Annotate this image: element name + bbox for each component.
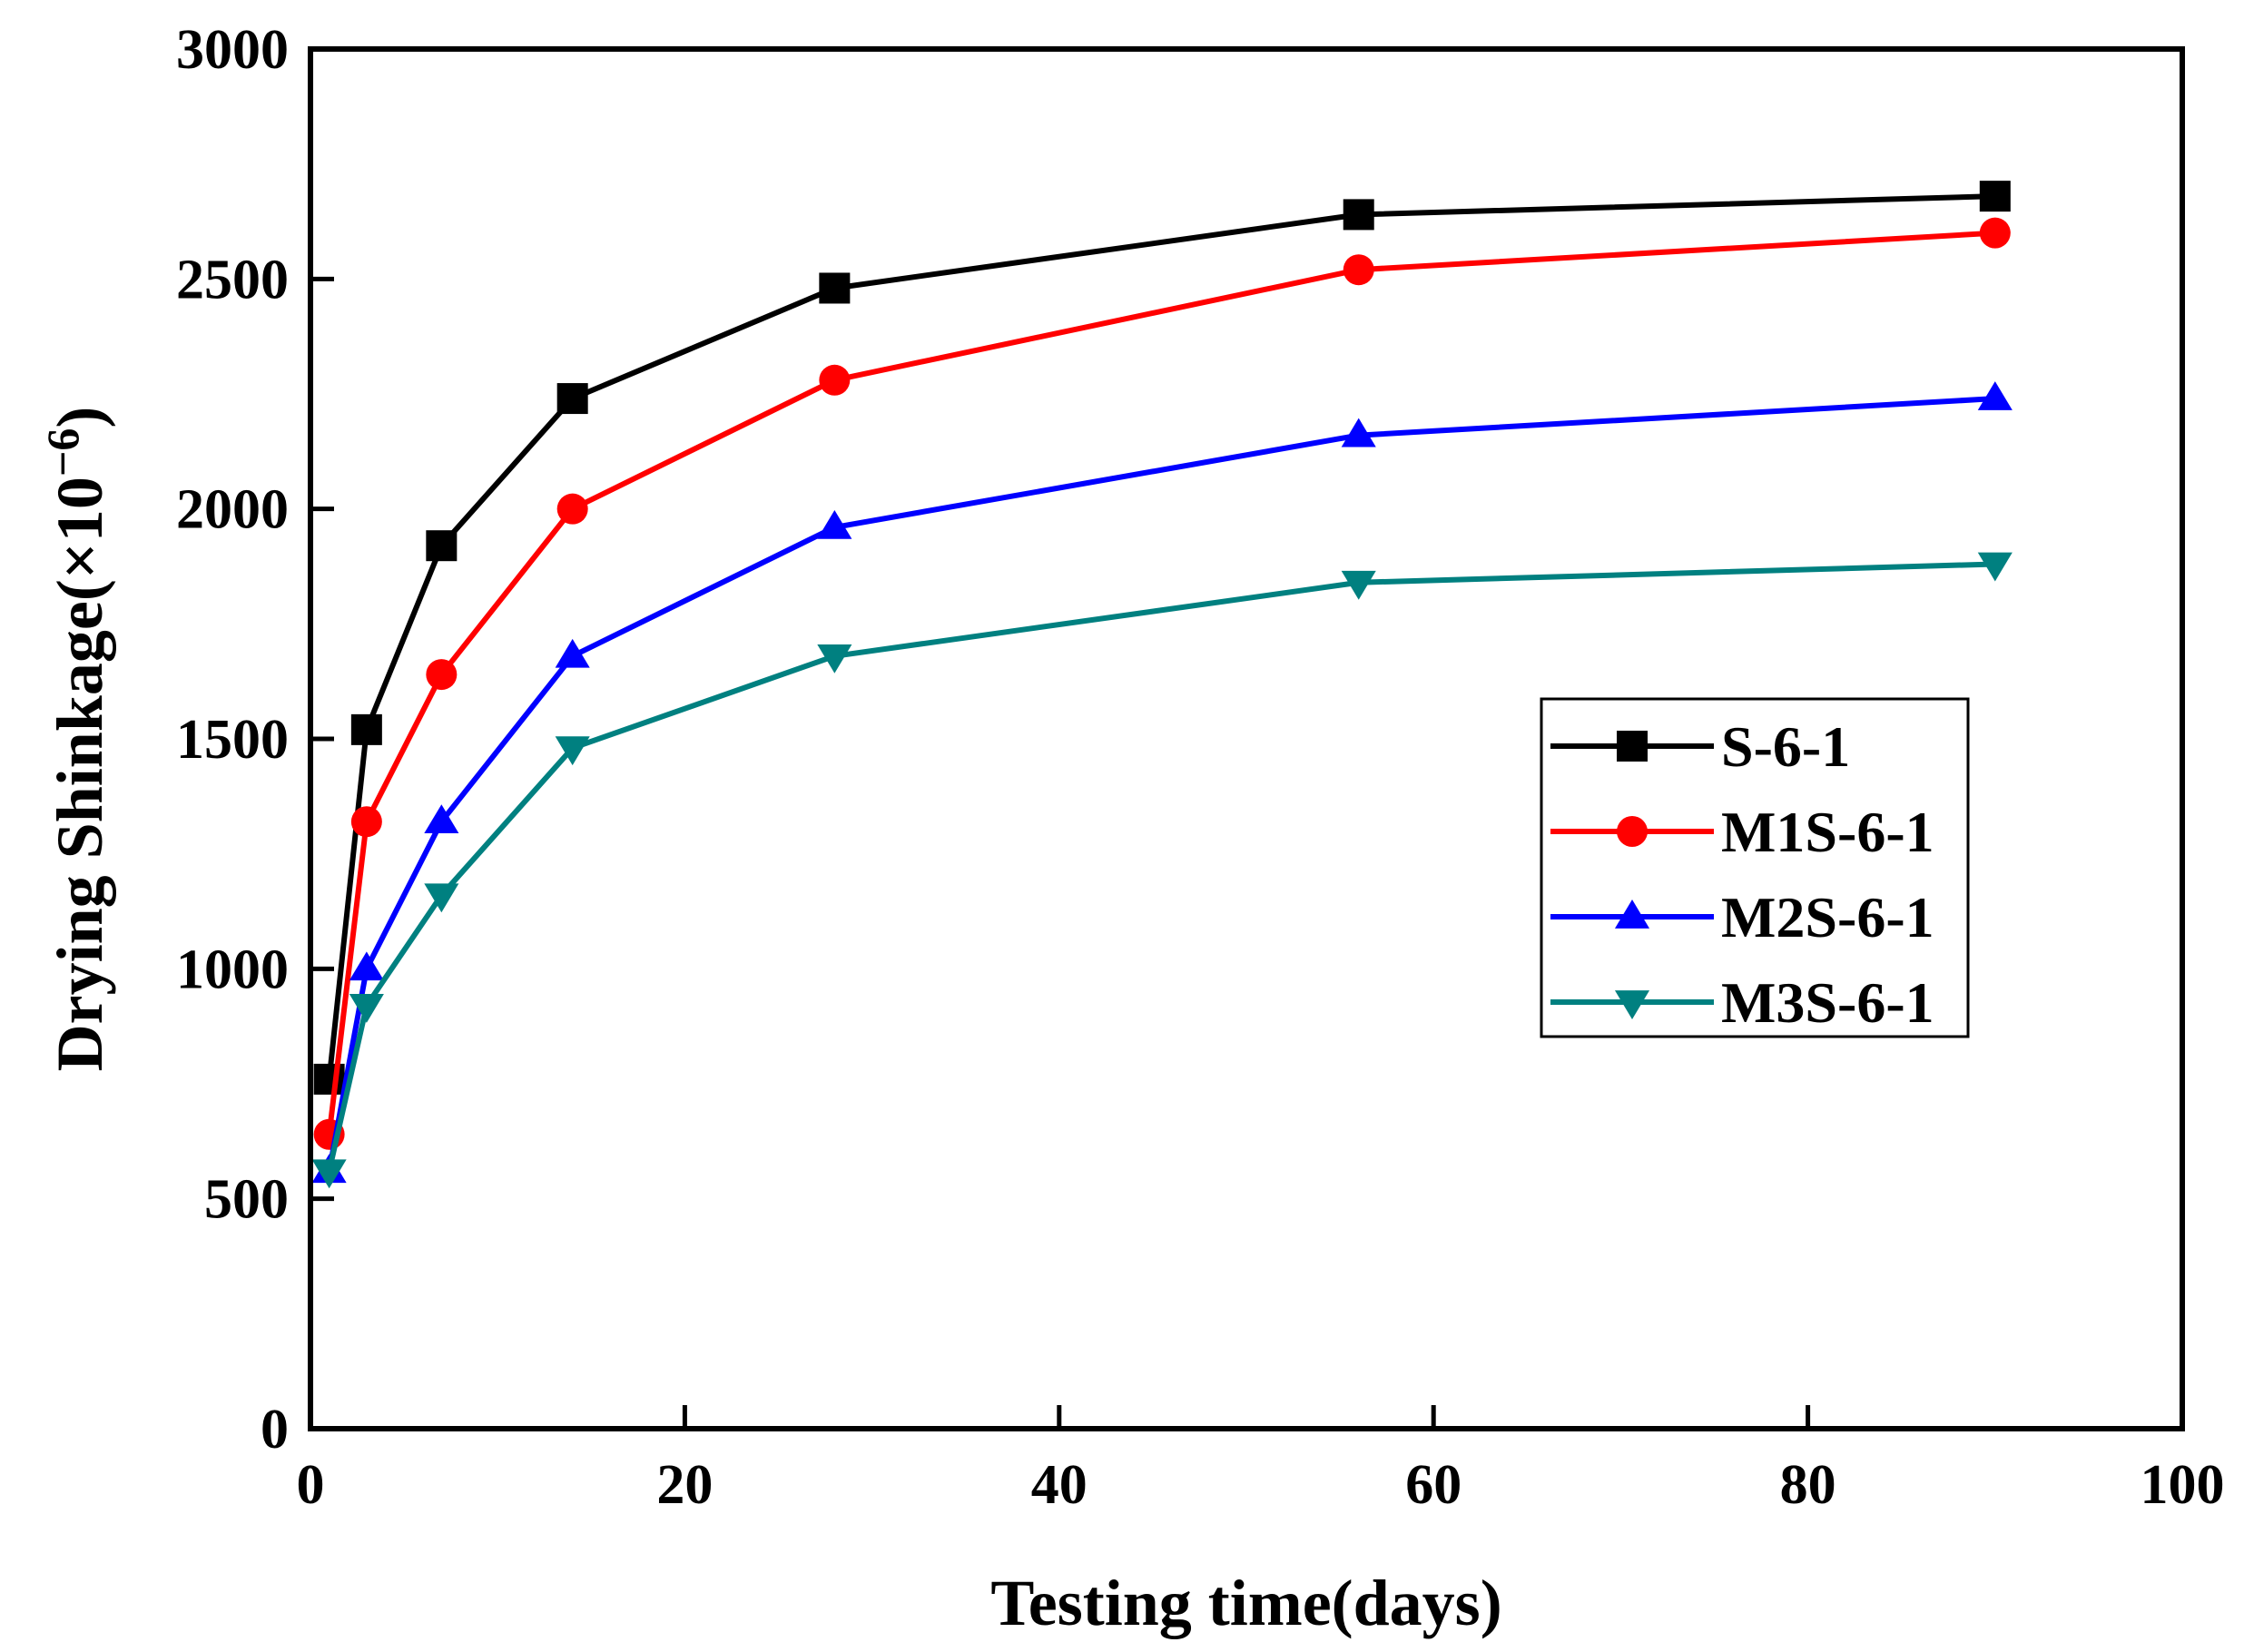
data-point-m1s-6-1 <box>1979 217 2011 249</box>
y-tick-label: 1000 <box>176 939 289 1000</box>
data-point-m1s-6-1 <box>350 806 382 838</box>
x-tick-label: 100 <box>2141 1454 2225 1516</box>
data-point-s-6-1 <box>350 713 382 745</box>
data-point-m2s-6-1 <box>555 638 590 668</box>
data-point-s-6-1 <box>819 272 851 304</box>
y-axis-title-exponent: −6 <box>37 428 88 477</box>
legend-marker-m2s-6-1 <box>1614 900 1650 929</box>
y-tick-label: 2500 <box>176 249 289 310</box>
data-point-s-6-1 <box>1979 181 2011 212</box>
y-tick-label: 500 <box>204 1169 289 1231</box>
x-tick-label: 40 <box>1031 1454 1088 1516</box>
legend: S-6-1 M1S-6-1 M2S-6-1 M3S-6-1 <box>1540 697 1970 1038</box>
data-point-m3s-6-1 <box>555 736 590 766</box>
data-point-m2s-6-1 <box>424 804 459 834</box>
y-tick-label: 2000 <box>176 479 289 541</box>
data-point-m2s-6-1 <box>817 509 852 539</box>
legend-label: S-6-1 <box>1721 714 1850 779</box>
x-tick-label: 80 <box>1780 1454 1836 1516</box>
y-tick-label: 3000 <box>176 19 289 81</box>
data-point-m1s-6-1 <box>819 364 851 396</box>
legend-marker-m1s-6-1 <box>1617 816 1648 847</box>
legend-label: M3S-6-1 <box>1721 970 1934 1035</box>
y-axis-title-text: Drying Shinkage(×10 <box>44 477 116 1071</box>
legend-label: M1S-6-1 <box>1721 800 1934 864</box>
data-point-s-6-1 <box>313 1063 345 1095</box>
data-point-m2s-6-1 <box>1341 418 1376 447</box>
data-point-m2s-6-1 <box>349 951 384 981</box>
data-point-m2s-6-1 <box>1977 381 2013 410</box>
legend-marker-m3s-6-1 <box>1614 990 1650 1019</box>
legend-marker-s-6-1 <box>1617 731 1648 762</box>
x-tick-label: 20 <box>656 1454 713 1516</box>
data-point-m3s-6-1 <box>1341 570 1376 600</box>
data-point-s-6-1 <box>1343 199 1374 231</box>
data-point-m3s-6-1 <box>349 994 384 1023</box>
y-tick-label: 0 <box>261 1399 289 1460</box>
x-axis-title: Testing time(days) <box>990 1567 1501 1639</box>
data-point-m3s-6-1 <box>1977 552 2013 582</box>
data-point-m3s-6-1 <box>817 644 852 674</box>
x-tick-label: 60 <box>1405 1454 1462 1516</box>
y-tick-label: 1500 <box>176 709 289 771</box>
legend-box <box>1540 697 1970 1038</box>
y-axis-title: Drying Shinkage(×10−6) <box>37 407 116 1072</box>
data-point-s-6-1 <box>426 530 458 562</box>
series-layer <box>311 181 2013 1189</box>
x-tick-label: 0 <box>297 1454 325 1516</box>
data-point-m1s-6-1 <box>1343 254 1374 286</box>
data-point-s-6-1 <box>556 383 588 415</box>
data-point-m3s-6-1 <box>311 1159 347 1189</box>
data-point-m3s-6-1 <box>424 883 459 913</box>
data-point-m1s-6-1 <box>426 659 458 691</box>
data-point-m1s-6-1 <box>556 493 588 525</box>
legend-label: M2S-6-1 <box>1721 885 1934 949</box>
y-axis-title-suffix: ) <box>44 407 116 428</box>
